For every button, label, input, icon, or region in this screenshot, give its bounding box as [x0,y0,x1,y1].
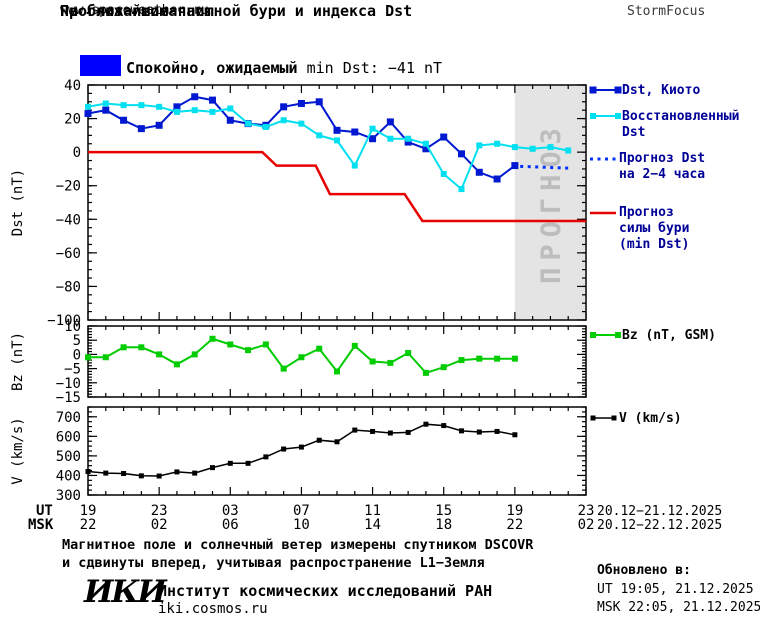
plot-frame [87,406,587,496]
legend-swatch-v [590,415,617,421]
series-Восстановленный Dst [85,100,572,193]
updated-label: Обновлено в: [597,563,691,578]
panel-v: 700 600 500 400 300 V (km/s) [10,406,587,504]
institute-name: Институт космических исследований РАН [158,582,493,600]
x-tick-msk: 02 [151,517,168,533]
page-title: Прогноз геомагнитной бури и индекса Dst [60,2,413,20]
series-Bz (nT, GSM) [85,335,518,376]
legend-bz-label: Bz (nT, GSM) [622,328,716,343]
legend-storm-strength-label-3: (min Dst) [619,237,690,252]
y-tick-label: −10 [56,376,81,392]
y-tick-label: 400 [56,468,81,484]
y-tick-label: 0 [73,145,81,161]
x-tick-ut: 15 [435,503,452,519]
x-tick-ut: 03 [222,503,239,519]
y-tick-label: 10 [64,319,81,335]
y-tick-label: 0 [73,347,81,363]
x-tick-msk: 22 [506,517,523,533]
updated-ut-time: UT 19:05, 21.12.2025 [597,582,754,597]
x-tick-msk: 10 [293,517,310,533]
y-tick-label: 40 [64,78,81,94]
status-min-dst-value: min Dst: −41 nT [297,59,443,77]
y-tick-label: 500 [56,449,81,465]
legend-v-label: V (km/s) [619,411,682,426]
y-tick-label: −20 [56,179,81,195]
legend-swatch-restored-dst [590,113,621,119]
legend-swatch-bz [590,332,621,338]
site-url: www.spaceweather.ru [60,3,209,18]
y-tick-label: −40 [56,212,81,228]
x-tick-msk: 06 [222,517,239,533]
updated-msk-time: MSK 22:05, 21.12.2025 [597,600,760,615]
series-Прогноз силы бури (min Dst) [88,150,586,223]
x-axis-msk-dates: 20.12−22.12.2025 [597,518,723,533]
x-tick-ut: 07 [293,503,310,519]
series-V (km/s) [85,421,518,479]
x-tick-msk: 22 [80,517,97,533]
x-tick-msk: 14 [364,517,381,533]
forecast-band [514,86,585,319]
x-axis-ut-dates: 20.12−21.12.2025 [597,504,723,519]
institute-url: iki.cosmos.ru [158,601,268,617]
caption-line-1: Магнитное поле и солнечный ветер измерен… [62,537,534,553]
legend-forecast-dst-label-2: на 2−4 часа [619,167,706,182]
plot-frame [87,84,587,321]
y-axis-title-v: V (km/s) [10,417,26,484]
legend-restored-dst-label-2: Dst [622,125,646,140]
storm-level-swatch [80,55,121,76]
x-axis-ut-label: UT [36,503,53,519]
y-tick-label: −100 [47,313,81,329]
status-text: Спокойно, ожидаемый min Dst: −41 nT [126,59,442,77]
y-tick-label: −60 [56,246,81,262]
page-title-line2: на ближайшие часы [60,2,214,20]
legend-restored-dst-label: Восстановленный [622,109,740,124]
plot-frame [87,325,587,398]
x-tick-ut: 19 [80,503,97,519]
x-tick-msk: 02 [578,517,595,533]
y-tick-label: −15 [56,390,81,406]
legend-storm-strength-label: Прогноз [619,205,674,220]
x-axis-msk-label: MSK [28,517,54,533]
x-tick-ut: 23 [578,503,595,519]
x-tick-ut: 23 [151,503,168,519]
iki-logo: ИКИ [84,574,167,610]
x-tick-msk: 18 [435,517,452,533]
x-tick-ut: 19 [506,503,523,519]
y-axis-title-bz: Bz (nT) [10,332,26,391]
brand-label: StormFocus [627,4,706,19]
status-level-label: Спокойно, ожидаемый [126,59,298,77]
legend-dst-kyoto-label: Dst, Киото [622,83,701,98]
x-tick-ut: 11 [364,503,381,519]
y-tick-label: 300 [56,488,81,504]
y-tick-label: 5 [73,333,81,349]
y-tick-label: 600 [56,429,81,445]
caption-line-2: и сдвинуты вперед, учитывая распростране… [62,555,485,571]
legend-storm-strength-label-2: силы бури [619,221,690,236]
y-tick-label: 20 [64,112,81,128]
legend-swatch-dst-kyoto [589,86,622,94]
y-tick-label: 700 [56,410,81,426]
series-Прогноз Dst на 2−4 часа [520,164,569,170]
legend-forecast-dst-label: Прогноз Dst [619,151,706,166]
y-tick-label: −80 [56,279,81,295]
y-tick-label: −5 [64,362,81,378]
y-axis-title-dst: Dst (nT) [10,169,26,236]
